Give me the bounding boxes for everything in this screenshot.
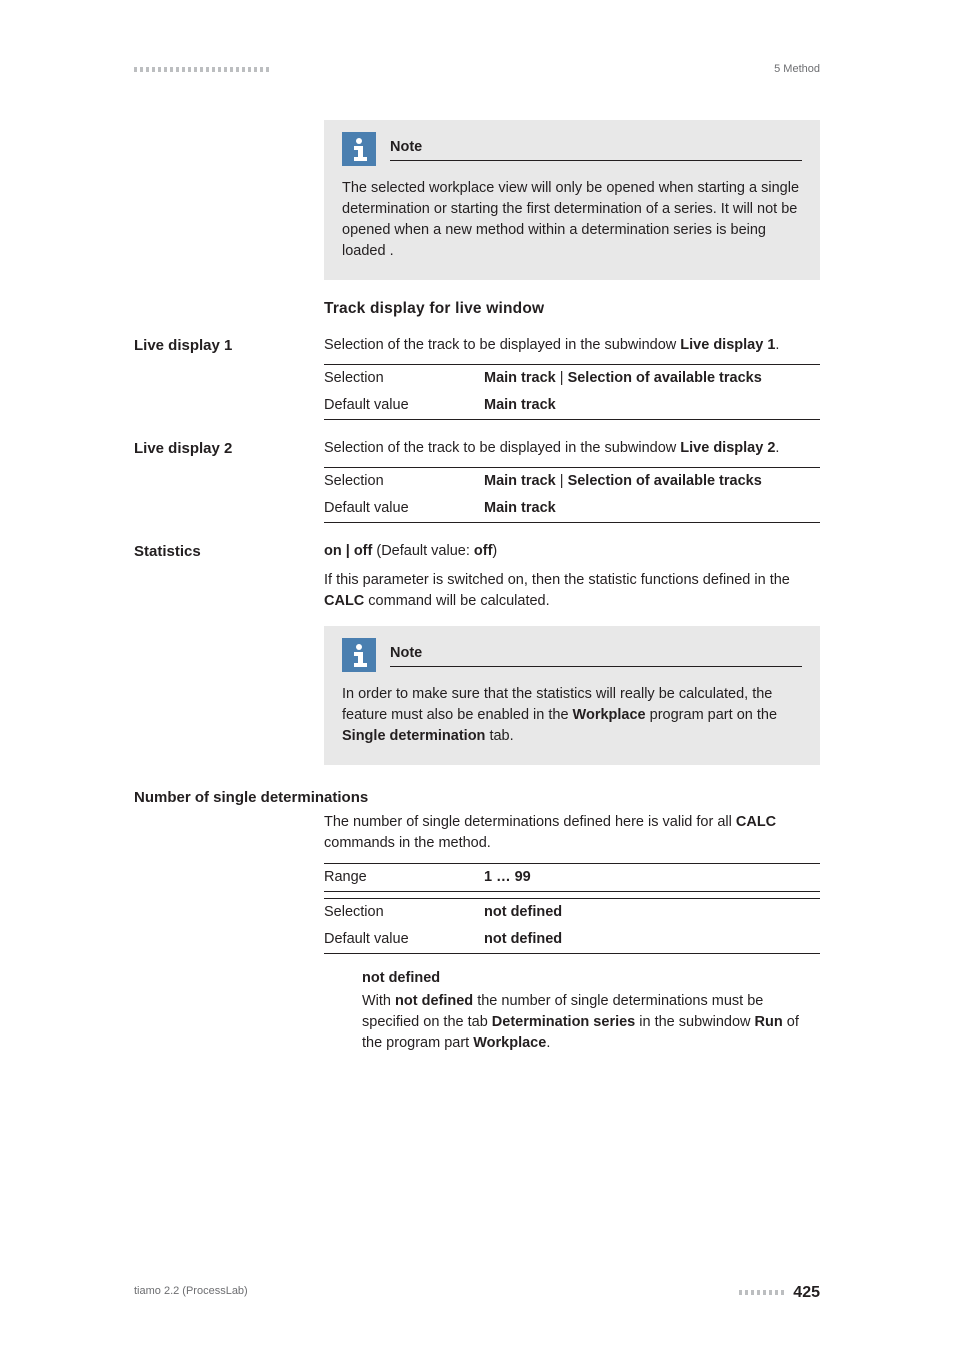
stats-body: If this parameter is switched on, then t…: [324, 570, 820, 612]
page-footer: tiamo 2.2 (ProcessLab) 425: [134, 1281, 820, 1304]
num-range-table: Range1 … 99: [324, 863, 820, 892]
stats-toggle: on | off (Default value: off): [324, 541, 820, 562]
live1-selection-value: Main track | Selection of available trac…: [484, 364, 820, 392]
label-statistics: Statistics: [134, 541, 324, 783]
live2-default-value: Main track: [484, 495, 820, 523]
live1-default-value: Main track: [484, 392, 820, 420]
live2-selection-label: Selection: [324, 467, 484, 495]
label-live-display-2: Live display 2: [134, 438, 324, 537]
live2-table: SelectionMain track | Selection of avail…: [324, 467, 820, 523]
not-defined-term: not defined: [362, 968, 820, 989]
note-rule: [390, 160, 802, 161]
note-body: The selected workplace view will only be…: [342, 178, 802, 262]
num-sel-table: Selectionnot defined Default valuenot de…: [324, 898, 820, 954]
label-number-single-determinations: Number of single determinations: [134, 787, 368, 809]
live2-default-label: Default value: [324, 495, 484, 523]
label-live-display-1: Live display 1: [134, 335, 324, 434]
num-selection-value: not defined: [484, 898, 820, 926]
info-icon: [342, 132, 376, 166]
live2-description: Selection of the track to be displayed i…: [324, 438, 820, 459]
live1-description: Selection of the track to be displayed i…: [324, 335, 820, 356]
num-default-label: Default value: [324, 926, 484, 954]
note-box-statistics: Note In order to make sure that the stat…: [324, 626, 820, 765]
not-defined-block: not defined With not defined the number …: [362, 968, 820, 1054]
page-number: 425: [793, 1281, 820, 1304]
live1-default-label: Default value: [324, 392, 484, 420]
content-area: Note The selected workplace view will on…: [134, 120, 820, 1054]
note-title: Note: [390, 137, 802, 158]
info-icon: [342, 638, 376, 672]
num-selection-label: Selection: [324, 898, 484, 926]
not-defined-body: With not defined the number of single de…: [362, 991, 820, 1054]
live1-table: SelectionMain track | Selection of avail…: [324, 364, 820, 420]
header-ticks-left: [134, 67, 269, 72]
note-rule: [390, 666, 802, 667]
live2-selection-value: Main track | Selection of available trac…: [484, 467, 820, 495]
num-description: The number of single determinations defi…: [324, 812, 820, 854]
num-range-label: Range: [324, 863, 484, 891]
header-section: 5 Method: [774, 62, 820, 78]
note-body: In order to make sure that the statistic…: [342, 684, 802, 747]
note-box-workplace-view: Note The selected workplace view will on…: [324, 120, 820, 280]
note-title: Note: [390, 643, 802, 664]
footer-product: tiamo 2.2 (ProcessLab): [134, 1284, 248, 1300]
heading-track-display: Track display for live window: [324, 298, 820, 320]
num-default-value: not defined: [484, 926, 820, 954]
live1-selection-label: Selection: [324, 364, 484, 392]
num-range-value: 1 … 99: [484, 863, 820, 891]
page-header: 5 Method: [134, 62, 820, 78]
footer-ticks: 425: [739, 1281, 820, 1304]
